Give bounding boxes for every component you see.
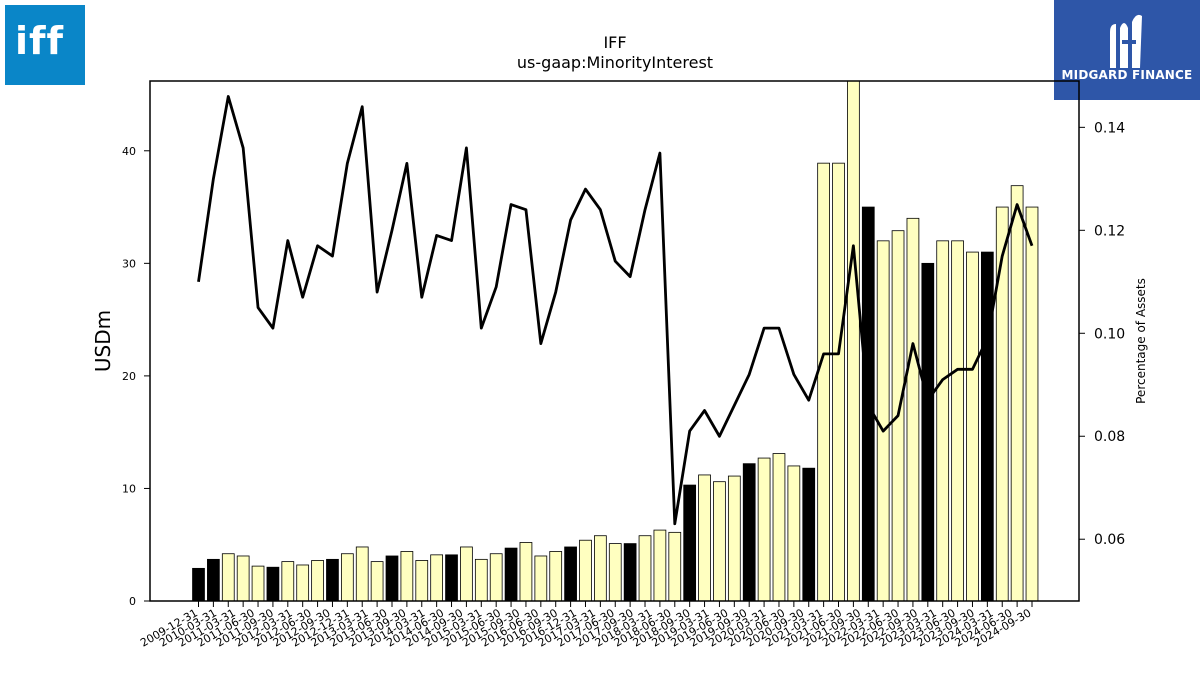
bar (579, 539, 592, 602)
bar (385, 555, 399, 602)
bar (921, 262, 935, 602)
midgard-mark-icon (1110, 14, 1142, 68)
bar (698, 474, 711, 602)
bar (1010, 185, 1024, 602)
bar (445, 554, 458, 602)
bar (832, 162, 845, 602)
y2-tick-label: 0.06 (1094, 532, 1125, 548)
bar (326, 558, 339, 602)
bar (564, 546, 577, 602)
y-tick-label: 0 (129, 595, 136, 608)
midgard-logo-text: MIDGARD FINANCE (1061, 68, 1193, 82)
bar (995, 206, 1009, 602)
y2-tick-label: 0.10 (1094, 326, 1125, 342)
bar (787, 465, 801, 602)
bar (668, 531, 682, 602)
bar (817, 162, 830, 602)
percentage-line (197, 95, 1034, 526)
plot-frame (149, 80, 1080, 602)
y2-tick-label: 0.14 (1094, 120, 1125, 136)
bar (236, 555, 250, 602)
bar (936, 240, 950, 602)
bar (638, 535, 652, 602)
bar (623, 543, 637, 602)
y-tick-label: 40 (122, 145, 136, 158)
bar (594, 535, 607, 602)
bar (951, 240, 964, 602)
bar (355, 546, 369, 602)
bar (906, 217, 920, 602)
bar (876, 240, 890, 602)
bar (311, 560, 324, 602)
bar (1025, 206, 1039, 602)
bar (534, 555, 548, 602)
chart-title: IFF (603, 33, 626, 52)
y2-axis-label: Percentage of Assets (1134, 278, 1148, 404)
bar (966, 251, 979, 602)
bar (415, 560, 429, 602)
bar (727, 475, 741, 602)
bar (460, 546, 473, 602)
bar (400, 551, 414, 602)
iff-logo-text: iff (15, 19, 65, 63)
y2-tick-label: 0.08 (1094, 429, 1125, 445)
midgard-finance-logo: MIDGARD FINANCE (1054, 0, 1200, 100)
bar (683, 484, 697, 602)
y-tick-label: 30 (122, 257, 136, 270)
bar (608, 543, 622, 602)
bar (519, 542, 533, 602)
bar (192, 567, 205, 602)
bar (980, 251, 994, 602)
chart-subtitle: us-gaap:MinorityInterest (517, 53, 713, 72)
bar (757, 457, 771, 602)
bar (340, 553, 354, 602)
y-tick-label: 20 (122, 370, 136, 383)
bar (370, 561, 384, 602)
bar (221, 553, 235, 602)
bar (549, 551, 563, 602)
bar (772, 453, 786, 602)
bar (251, 565, 265, 602)
bar (474, 558, 488, 602)
bar (207, 558, 220, 602)
iff-logo: iff (5, 5, 85, 85)
bar (266, 566, 280, 602)
bar (504, 547, 518, 602)
y-axis-label: USDm (91, 310, 115, 372)
y2-tick-label: 0.12 (1094, 223, 1125, 239)
y-tick-label: 10 (122, 482, 136, 495)
bar (802, 467, 816, 602)
bar (489, 553, 503, 602)
bar (847, 80, 860, 602)
bar (742, 463, 756, 602)
bar (653, 529, 667, 602)
bar (430, 554, 444, 602)
bar (281, 561, 295, 602)
bar (296, 564, 310, 602)
bar (713, 481, 726, 602)
